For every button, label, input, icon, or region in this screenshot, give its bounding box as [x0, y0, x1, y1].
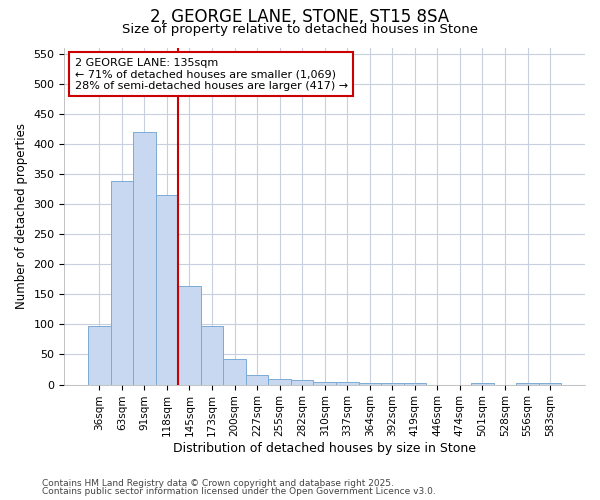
Bar — [110, 181, 133, 384]
Text: Contains HM Land Registry data © Crown copyright and database right 2025.: Contains HM Land Registry data © Crown c… — [42, 478, 394, 488]
Text: Size of property relative to detached houses in Stone: Size of property relative to detached ho… — [122, 22, 478, 36]
Bar — [359, 383, 381, 384]
Bar — [155, 195, 178, 384]
Bar — [268, 378, 291, 384]
Bar — [178, 286, 201, 384]
Bar — [201, 326, 223, 384]
Bar — [88, 326, 110, 384]
Text: 2 GEORGE LANE: 135sqm
← 71% of detached houses are smaller (1,069)
28% of semi-d: 2 GEORGE LANE: 135sqm ← 71% of detached … — [75, 58, 348, 91]
Bar — [246, 375, 268, 384]
Bar — [223, 358, 246, 384]
Bar — [516, 383, 539, 384]
Bar — [336, 382, 359, 384]
Bar — [313, 382, 336, 384]
Bar — [291, 380, 313, 384]
Text: Contains public sector information licensed under the Open Government Licence v3: Contains public sector information licen… — [42, 488, 436, 496]
Bar — [471, 383, 494, 384]
X-axis label: Distribution of detached houses by size in Stone: Distribution of detached houses by size … — [173, 442, 476, 455]
Y-axis label: Number of detached properties: Number of detached properties — [15, 123, 28, 309]
Text: 2, GEORGE LANE, STONE, ST15 8SA: 2, GEORGE LANE, STONE, ST15 8SA — [151, 8, 449, 26]
Bar — [539, 383, 562, 384]
Bar — [133, 132, 155, 384]
